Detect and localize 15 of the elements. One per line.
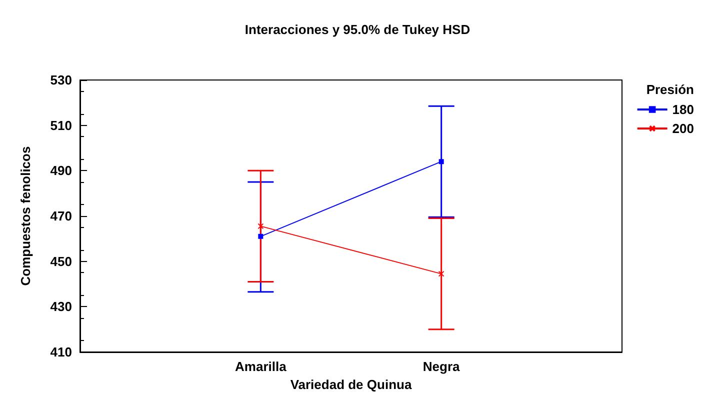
chart-title: Interacciones y 95.0% de Tukey HSD <box>244 22 470 37</box>
x-tick-label: Amarilla <box>235 359 288 374</box>
y-tick-label: 410 <box>50 344 72 360</box>
y-tick-label: 450 <box>50 254 72 269</box>
legend-label: 180 <box>672 102 694 117</box>
y-axis-title: Compuestos fenolicos <box>18 146 33 286</box>
y-tick-label: 430 <box>50 299 72 314</box>
y-tick-label: 490 <box>50 163 72 178</box>
x-axis-title: Variedad de Quinua <box>290 376 412 392</box>
legend-label: 200 <box>672 121 694 136</box>
legend-title: Presión <box>646 82 694 97</box>
y-tick-label: 530 <box>50 72 72 88</box>
x-tick-label: Negra <box>422 359 461 374</box>
y-tick-label: 470 <box>50 208 72 224</box>
y-tick-label: 510 <box>50 118 72 133</box>
